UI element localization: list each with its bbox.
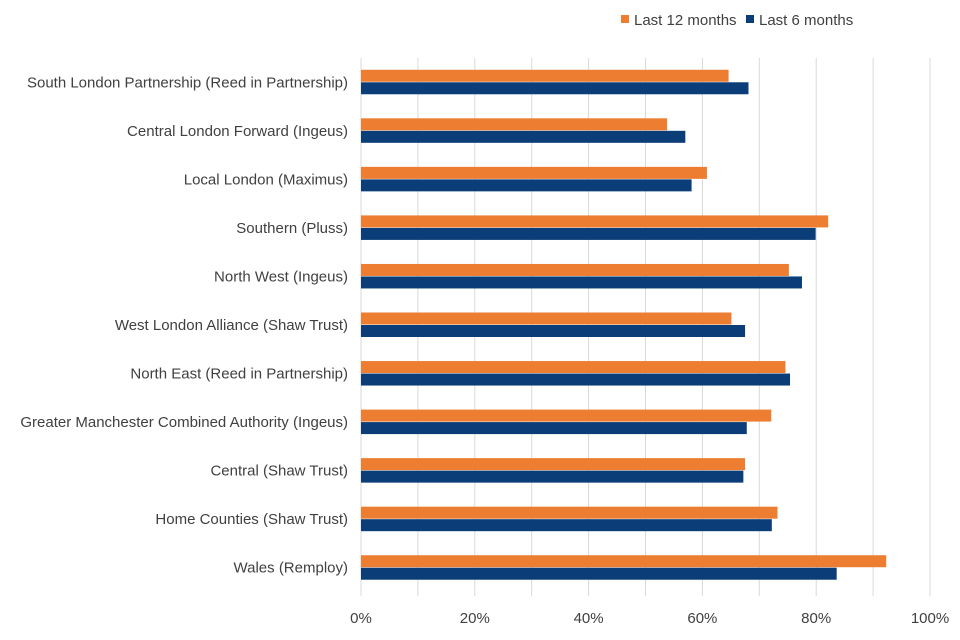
legend: Last 12 months Last 6 months	[621, 12, 853, 29]
bars	[361, 69, 887, 580]
bar-last-12-months	[361, 215, 829, 228]
bar-last-12-months	[361, 555, 887, 568]
bar-last-12-months	[361, 361, 786, 374]
bar-last-12-months	[361, 263, 789, 276]
category-label: South London Partnership (Reed in Partne…	[27, 74, 348, 91]
x-tick-label: 40%	[574, 610, 604, 627]
bar-last-6-months	[361, 130, 686, 143]
bar-last-6-months	[361, 422, 747, 435]
legend-label: Last 12 months	[634, 12, 737, 29]
category-labels: South London Partnership (Reed in Partne…	[20, 74, 348, 576]
bar-last-12-months	[361, 506, 778, 519]
x-tick-labels: 0% 20% 40% 60% 80% 100%	[350, 610, 949, 627]
bar-last-12-months	[361, 409, 772, 422]
category-label: Wales (Remploy)	[234, 560, 348, 577]
legend-swatch	[746, 15, 754, 23]
legend-label: Last 6 months	[759, 12, 853, 29]
category-label: Greater Manchester Combined Authority (I…	[20, 414, 348, 431]
x-tick-label: 60%	[687, 610, 717, 627]
category-label: North West (Ingeus)	[214, 268, 348, 285]
category-label: Home Counties (Shaw Trust)	[155, 511, 348, 528]
bar-last-12-months	[361, 458, 746, 471]
category-label: Central London Forward (Ingeus)	[127, 123, 348, 140]
category-label: North East (Reed in Partnership)	[130, 366, 348, 383]
x-tick-label: 80%	[801, 610, 831, 627]
bar-last-6-months	[361, 325, 746, 337]
bar-last-6-months	[361, 227, 816, 240]
x-tick-label: 100%	[911, 610, 949, 627]
bar-last-12-months	[361, 166, 707, 179]
category-label: Central (Shaw Trust)	[210, 463, 348, 480]
bar-last-12-months	[361, 118, 668, 131]
bar-last-6-months	[361, 519, 772, 532]
bar-last-12-months	[361, 69, 729, 82]
bar-last-6-months	[361, 179, 692, 192]
legend-swatch	[621, 15, 629, 23]
bar-last-6-months	[361, 567, 837, 580]
bar-last-6-months	[361, 373, 791, 386]
bar-last-6-months	[361, 276, 802, 289]
category-label: Local London (Maximus)	[184, 171, 348, 188]
x-tick-label: 20%	[460, 610, 490, 627]
bar-last-6-months	[361, 82, 749, 95]
category-label: West London Alliance (Shaw Trust)	[115, 317, 348, 334]
category-label: Southern (Pluss)	[236, 220, 348, 237]
bar-last-12-months	[361, 312, 732, 325]
bar-last-6-months	[361, 470, 744, 483]
x-tick-label: 0%	[350, 610, 372, 627]
